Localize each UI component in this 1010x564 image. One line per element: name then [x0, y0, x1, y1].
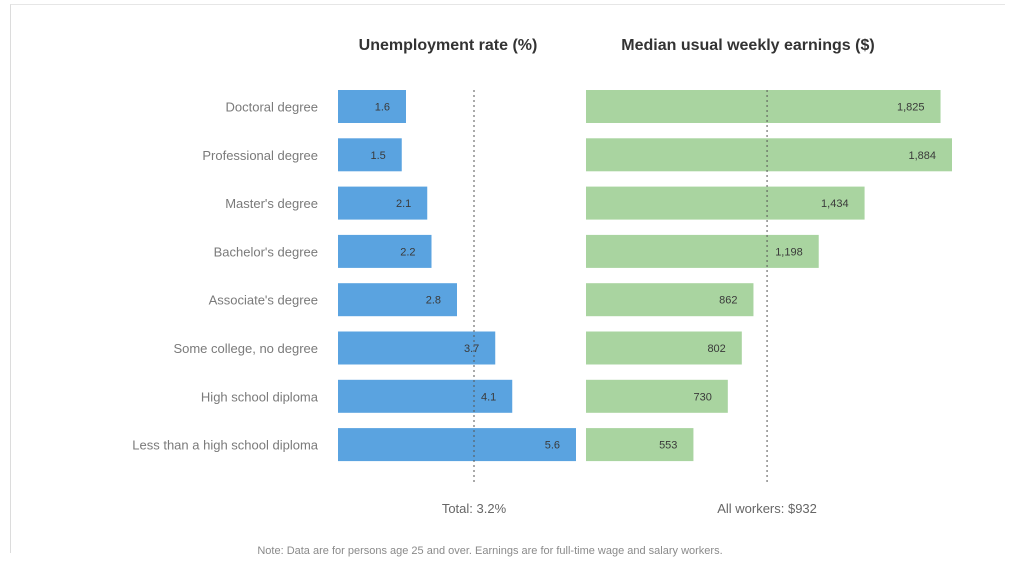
category-label: Bachelor's degree: [214, 244, 318, 259]
earnings-bar: [586, 331, 742, 365]
unemployment-value-label: 4.1: [481, 391, 496, 403]
earnings-value-label: 862: [719, 295, 737, 307]
category-label: Some college, no degree: [173, 341, 318, 356]
earnings-value-label: 1,434: [821, 198, 849, 210]
earnings-bar: [586, 234, 819, 268]
unemployment-bar: [338, 138, 402, 172]
category-label: Master's degree: [225, 196, 318, 211]
unemployment-value-label: 5.6: [545, 440, 560, 452]
category-label: Less than a high school diploma: [132, 438, 319, 453]
unemployment-bar: [338, 283, 457, 317]
earnings-bar: [586, 428, 694, 462]
earnings-value-label: 1,198: [775, 246, 803, 258]
earnings-bar: [586, 138, 952, 172]
category-label: High school diploma: [201, 389, 319, 404]
earnings-bar: [586, 90, 941, 123]
unemployment-value-label: 1.6: [375, 102, 390, 114]
unemployment-reference-label: Total: 3.2%: [442, 501, 507, 516]
unemployment-bar: [338, 379, 513, 413]
unemployment-bar: [338, 234, 432, 268]
unemployment-value-label: 2.8: [426, 295, 441, 307]
earnings-reference-label: All workers: $932: [717, 501, 817, 516]
unemployment-bar: [338, 186, 428, 220]
earnings-value-label: 1,884: [908, 150, 936, 162]
earnings-bar: [586, 283, 754, 317]
earnings-value-label: 553: [659, 440, 677, 452]
unemployment-value-label: 3.7: [464, 343, 479, 355]
earnings-bar: [586, 186, 865, 220]
earnings-value-label: 1,825: [897, 102, 925, 114]
unemployment-value-label: 2.1: [396, 198, 411, 210]
earnings-bar: [586, 379, 728, 413]
category-label: Associate's degree: [209, 293, 318, 308]
unemployment-value-label: 1.5: [370, 150, 385, 162]
unemployment-title: Unemployment rate (%): [359, 37, 538, 54]
earnings-value-label: 802: [707, 343, 725, 355]
unemployment-bar: [338, 331, 496, 365]
earnings-title: Median usual weekly earnings ($): [621, 37, 874, 54]
category-label: Doctoral degree: [226, 100, 319, 115]
unemployment-bar: [338, 90, 406, 123]
chart-note: Note: Data are for persons age 25 and ov…: [257, 545, 722, 557]
earnings-value-label: 730: [693, 391, 711, 403]
unemployment-bar: [338, 428, 576, 462]
category-label: Professional degree: [202, 148, 318, 163]
unemployment-value-label: 2.2: [400, 246, 415, 258]
